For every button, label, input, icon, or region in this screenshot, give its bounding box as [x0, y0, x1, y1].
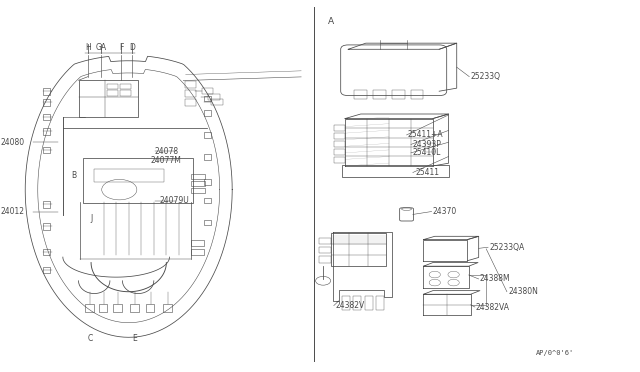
Bar — [191, 174, 205, 179]
Bar — [120, 84, 131, 89]
Bar — [191, 249, 204, 255]
Bar — [353, 296, 362, 310]
Bar — [43, 99, 51, 106]
Text: J: J — [90, 214, 92, 223]
Bar — [342, 296, 350, 310]
Bar — [99, 304, 108, 312]
Bar — [43, 114, 51, 121]
Bar — [185, 81, 196, 87]
Text: 25233QA: 25233QA — [490, 243, 525, 252]
Bar — [319, 256, 332, 263]
Text: 24388M: 24388M — [480, 275, 511, 283]
Text: 24079U: 24079U — [159, 196, 189, 205]
Text: 24382V: 24382V — [335, 301, 364, 310]
Text: 25410L: 25410L — [413, 148, 441, 157]
Bar — [334, 125, 345, 131]
Bar — [191, 240, 204, 246]
Text: C: C — [87, 334, 92, 343]
Text: 24382VA: 24382VA — [476, 302, 509, 311]
Text: D: D — [129, 43, 135, 52]
Bar — [334, 149, 345, 155]
Bar — [107, 90, 118, 96]
Bar — [120, 90, 131, 96]
Bar — [202, 88, 213, 94]
Text: 25411+A: 25411+A — [408, 131, 444, 140]
Bar — [113, 304, 122, 312]
Bar — [204, 198, 211, 203]
Bar — [79, 80, 138, 117]
Bar — [373, 90, 386, 99]
Text: B: B — [72, 171, 77, 180]
Bar — [204, 154, 211, 160]
Bar — [43, 201, 51, 208]
Bar — [334, 141, 345, 147]
Bar — [334, 157, 345, 163]
Bar — [43, 267, 51, 273]
Text: H: H — [85, 43, 91, 52]
Text: 24012: 24012 — [1, 207, 25, 216]
Bar — [43, 128, 51, 135]
Text: 24080: 24080 — [1, 138, 25, 147]
Text: AP/0^0'6': AP/0^0'6' — [536, 350, 574, 356]
Text: 24370: 24370 — [433, 207, 457, 216]
Bar — [43, 223, 51, 230]
Text: 25411: 25411 — [415, 168, 439, 177]
Text: 24078: 24078 — [154, 147, 179, 156]
Bar — [185, 99, 196, 106]
Bar — [204, 219, 211, 225]
Bar — [43, 147, 51, 153]
Bar — [204, 96, 211, 102]
Bar — [191, 188, 205, 193]
Bar — [185, 90, 196, 97]
Text: 24077M: 24077M — [151, 156, 182, 165]
Text: A: A — [328, 17, 333, 26]
Bar — [204, 110, 211, 116]
Bar — [355, 90, 367, 99]
Bar — [376, 296, 384, 310]
Text: 25233Q: 25233Q — [470, 72, 500, 81]
Bar — [332, 233, 387, 266]
Text: 24380N: 24380N — [508, 287, 538, 296]
Bar — [211, 99, 223, 105]
Bar — [319, 247, 332, 253]
Text: F: F — [119, 43, 124, 52]
Bar — [204, 132, 211, 138]
Text: E: E — [132, 334, 138, 343]
Bar — [107, 84, 118, 89]
Bar — [163, 304, 172, 312]
Bar — [319, 238, 332, 244]
Bar — [426, 142, 435, 152]
Bar — [191, 180, 205, 186]
Text: GA: GA — [95, 43, 107, 52]
Bar — [43, 88, 51, 95]
Bar — [43, 249, 51, 255]
Bar — [334, 133, 345, 139]
Text: 24393P: 24393P — [413, 140, 442, 149]
Bar — [342, 165, 449, 177]
Bar — [94, 169, 163, 182]
Bar — [209, 94, 220, 100]
Bar — [392, 90, 404, 99]
Bar — [365, 296, 372, 310]
Bar — [146, 304, 154, 312]
Bar — [204, 179, 211, 185]
Bar — [85, 304, 93, 312]
Bar — [411, 90, 424, 99]
Bar — [130, 304, 139, 312]
